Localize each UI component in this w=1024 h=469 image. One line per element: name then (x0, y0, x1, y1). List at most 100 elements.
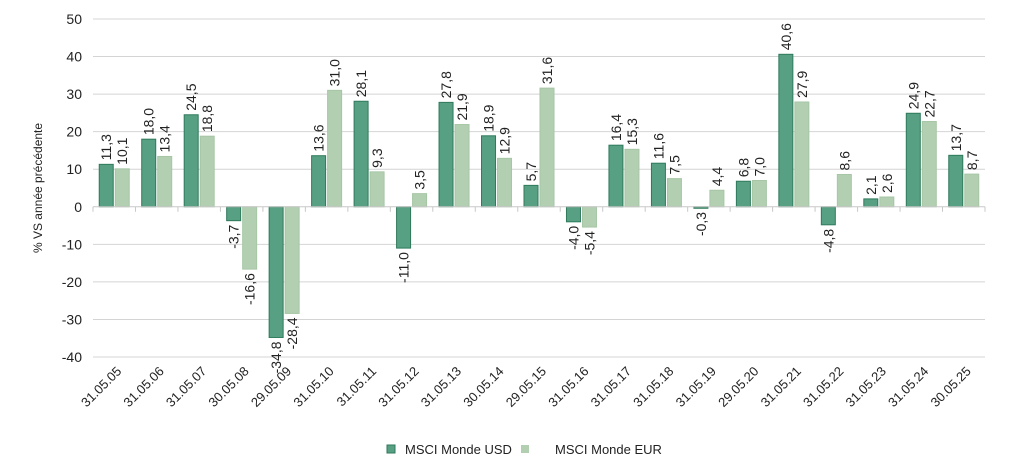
legend-swatch-eur (521, 445, 529, 453)
data-label: 28,1 (353, 70, 369, 97)
y-tick-label: 30 (66, 86, 82, 102)
data-label: 13,7 (948, 124, 964, 151)
data-label: 31,6 (539, 57, 555, 84)
bar-usd-31.05.23 (863, 198, 879, 208)
data-label: 24,5 (183, 83, 199, 110)
x-tick-label: 31.05.12 (375, 364, 421, 410)
bar-usd-31.05.11 (353, 100, 369, 208)
data-label: 13,6 (311, 124, 327, 151)
data-label: 5,7 (523, 162, 539, 182)
x-tick-label: 31.05.24 (885, 364, 931, 410)
bar-usd-30.05.08 (226, 206, 242, 222)
x-tick-label: 31.05.11 (334, 364, 380, 410)
bar-eur-31.05.24 (921, 121, 937, 208)
bar-usd-30.05.14 (481, 135, 497, 208)
bar-usd-31.05.07 (183, 114, 199, 208)
legend-label-eur: MSCI Monde EUR (555, 442, 662, 457)
bar-eur-31.05.16 (581, 206, 597, 228)
bar-eur-31.05.07 (199, 135, 215, 208)
data-label: 11,3 (98, 134, 114, 160)
y-tick-label: 50 (66, 11, 82, 27)
legend-swatch-usd (386, 444, 396, 454)
bar-usd-29.05.15 (523, 184, 539, 208)
x-tick-label: 31.05.10 (290, 364, 336, 410)
data-label: -4,0 (565, 226, 581, 250)
data-label: 6,8 (735, 158, 751, 178)
data-label: 18,8 (199, 105, 215, 132)
bar-eur-30.05.14 (497, 157, 513, 208)
bar-usd-31.05.17 (608, 144, 624, 208)
data-label: 13,4 (157, 125, 173, 152)
y-tick-label: -40 (62, 349, 82, 365)
data-label: -4,8 (820, 229, 836, 253)
data-label: -5,4 (581, 231, 597, 255)
x-tick-label: 31.05.05 (78, 364, 124, 410)
bar-usd-29.05.20 (735, 180, 751, 208)
data-label: 10,1 (114, 137, 130, 164)
bar-usd-31.05.05 (98, 163, 114, 208)
x-tick-label: 31.05.13 (418, 364, 464, 410)
x-tick-label: 31.05.21 (758, 364, 804, 410)
bar-usd-31.05.13 (438, 101, 454, 208)
bar-eur-31.05.17 (624, 148, 640, 208)
bar-eur-29.05.09 (284, 206, 300, 314)
x-tick-label: 31.05.06 (120, 364, 166, 410)
x-tick-label: 29.05.15 (503, 364, 549, 410)
data-label: -28,4 (284, 317, 300, 349)
data-label: 18,0 (141, 108, 157, 135)
bar-eur-31.05.11 (369, 171, 385, 208)
data-label: 40,6 (778, 23, 794, 50)
data-label: 12,9 (497, 127, 513, 154)
data-labels: 11,3 18,0 24,5 -3,7 -34,8 13,6 28,1 -11,0 27,8 18… (98, 23, 980, 374)
x-tick-label: 30.05.08 (205, 364, 251, 410)
bar-usd-31.05.10 (311, 155, 327, 208)
data-label: 31,0 (327, 59, 343, 86)
data-label: 27,9 (794, 71, 810, 98)
bar-usd-29.05.09 (268, 206, 284, 338)
x-axis (92, 206, 986, 212)
bar-usd-31.05.21 (778, 53, 794, 208)
bar-eur-31.05.10 (327, 89, 343, 208)
bar-eur-31.05.12 (412, 193, 428, 208)
bar-eur-29.05.15 (539, 87, 555, 208)
y-axis-label: % VS année précédente (31, 123, 45, 253)
x-tick-label: 30.05.25 (927, 364, 973, 410)
x-tick-label: 29.05.20 (715, 364, 761, 410)
bar-usd-31.05.18 (650, 162, 666, 208)
bar-eur-30.05.08 (242, 206, 258, 270)
data-label: -0,3 (693, 212, 709, 236)
y-tick-label: -20 (62, 274, 82, 290)
bar-eur-31.05.22 (836, 173, 852, 208)
data-label: 8,7 (964, 150, 980, 170)
data-label: 22,7 (921, 90, 937, 117)
bar-usd-31.05.06 (141, 138, 157, 208)
data-label: -11,0 (396, 252, 412, 283)
y-tick-label: 20 (66, 124, 82, 140)
bars (98, 53, 980, 338)
bar-eur-29.05.20 (751, 179, 767, 208)
bar-usd-31.05.16 (565, 206, 581, 223)
data-label: 8,6 (836, 151, 852, 171)
bar-usd-30.05.25 (948, 154, 964, 208)
bar-eur-31.05.13 (454, 124, 470, 208)
data-label: 2,6 (879, 173, 895, 193)
y-tick-label: 0 (74, 199, 82, 215)
bar-eur-31.05.06 (157, 155, 173, 208)
data-label: 7,5 (666, 155, 682, 175)
y-tick-label: 40 (66, 49, 82, 65)
data-label: 18,9 (481, 104, 497, 131)
bar-eur-30.05.25 (964, 173, 980, 208)
legend-label-usd: MSCI Monde USD (405, 442, 512, 457)
gridlines (93, 18, 985, 358)
data-label: 24,9 (905, 82, 921, 109)
data-label: 3,5 (412, 170, 428, 190)
data-label: 16,4 (608, 114, 624, 141)
data-label: 9,3 (369, 148, 385, 168)
y-tick-label: -30 (62, 311, 82, 327)
x-tick-label: 31.05.07 (163, 364, 209, 410)
x-tick-label: 31.05.22 (800, 364, 846, 410)
bar-eur-31.05.18 (666, 178, 682, 208)
x-tick-label: 31.05.23 (843, 364, 889, 410)
data-label: 4,4 (709, 167, 725, 187)
